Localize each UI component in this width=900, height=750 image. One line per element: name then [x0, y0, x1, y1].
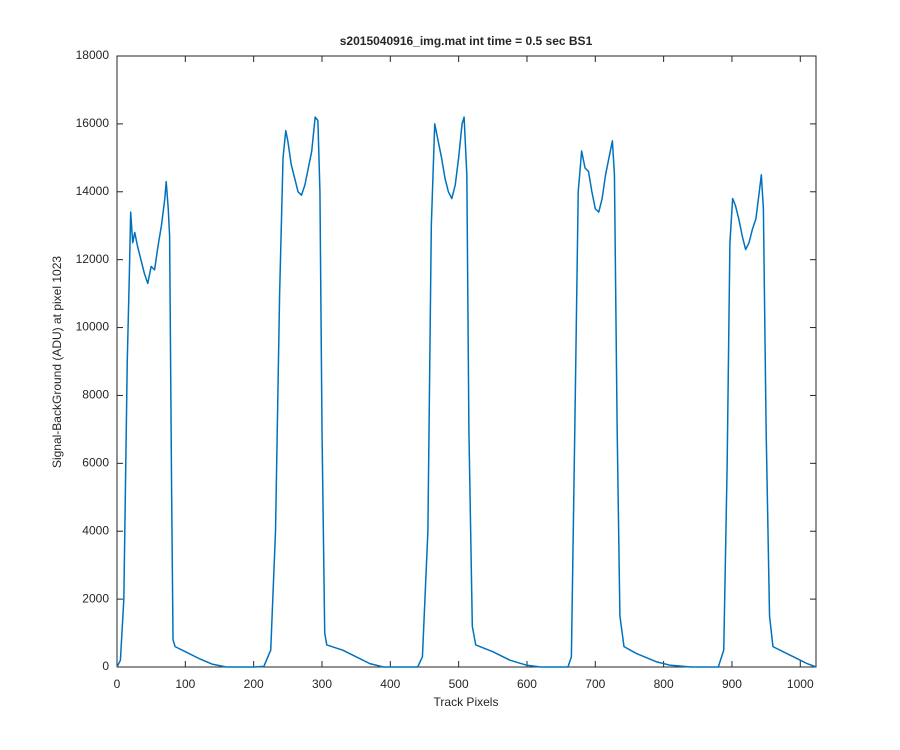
- y-tick-label: 0: [102, 659, 109, 673]
- x-tick-label: 900: [722, 677, 742, 691]
- y-tick-label: 4000: [82, 523, 109, 537]
- x-tick-label: 400: [380, 677, 400, 691]
- x-tick-label: 0: [114, 677, 121, 691]
- y-tick-label: 12000: [76, 252, 110, 266]
- y-tick-label: 8000: [82, 388, 109, 402]
- y-tick-label: 14000: [76, 184, 110, 198]
- y-tick-label: 16000: [76, 116, 110, 130]
- y-tick-label: 18000: [76, 48, 110, 62]
- y-tick-label: 10000: [76, 320, 110, 334]
- data-line: [116, 116, 817, 668]
- plot-frame: [116, 55, 817, 668]
- y-tick-label: 6000: [82, 456, 109, 470]
- x-tick-label: 500: [449, 677, 469, 691]
- y-axis-label: Signal-BackGround (ADU) at pixel 1023: [50, 256, 64, 468]
- y-tick-label: 2000: [82, 591, 109, 605]
- x-tick-label: 100: [175, 677, 195, 691]
- x-tick-label: 300: [312, 677, 332, 691]
- x-tick-label: 1000: [787, 677, 814, 691]
- x-tick-label: 800: [654, 677, 674, 691]
- x-tick-label: 700: [585, 677, 605, 691]
- chart-title: s2015040916_img.mat int time = 0.5 sec B…: [340, 34, 593, 48]
- x-tick-label: 600: [517, 677, 537, 691]
- x-tick-label: 200: [244, 677, 264, 691]
- x-axis-label: Track Pixels: [434, 695, 499, 709]
